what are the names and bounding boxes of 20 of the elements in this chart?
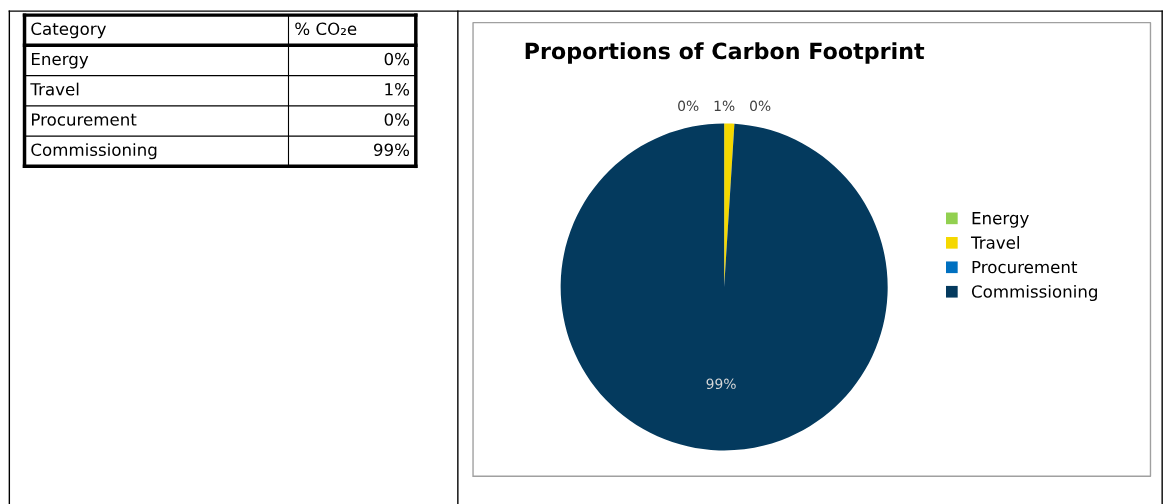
legend-label: Travel [970,235,1019,249]
category-label: Commissioning [31,143,157,160]
text: Category [31,22,106,39]
category-label: Energy [32,52,89,69]
pie-slice [560,123,888,451]
text: % CO₂e [295,22,357,36]
text: 0% [384,113,410,126]
text: 1% [385,82,410,96]
legend-label: Procurement [972,260,1078,274]
legend-label: Energy [972,212,1029,228]
data-label: 99% [706,378,736,390]
text: 0% [750,100,771,112]
text: 99% [373,143,410,157]
text: 0% [384,52,410,66]
category-label: Travel [30,82,79,96]
text: 0% [678,100,699,112]
chart-title: Proportions of Carbon Footprint [525,42,925,64]
category-label: Procurement [32,113,137,126]
data-label: 1% [714,100,735,112]
legend-label: Commissioning [971,284,1097,302]
